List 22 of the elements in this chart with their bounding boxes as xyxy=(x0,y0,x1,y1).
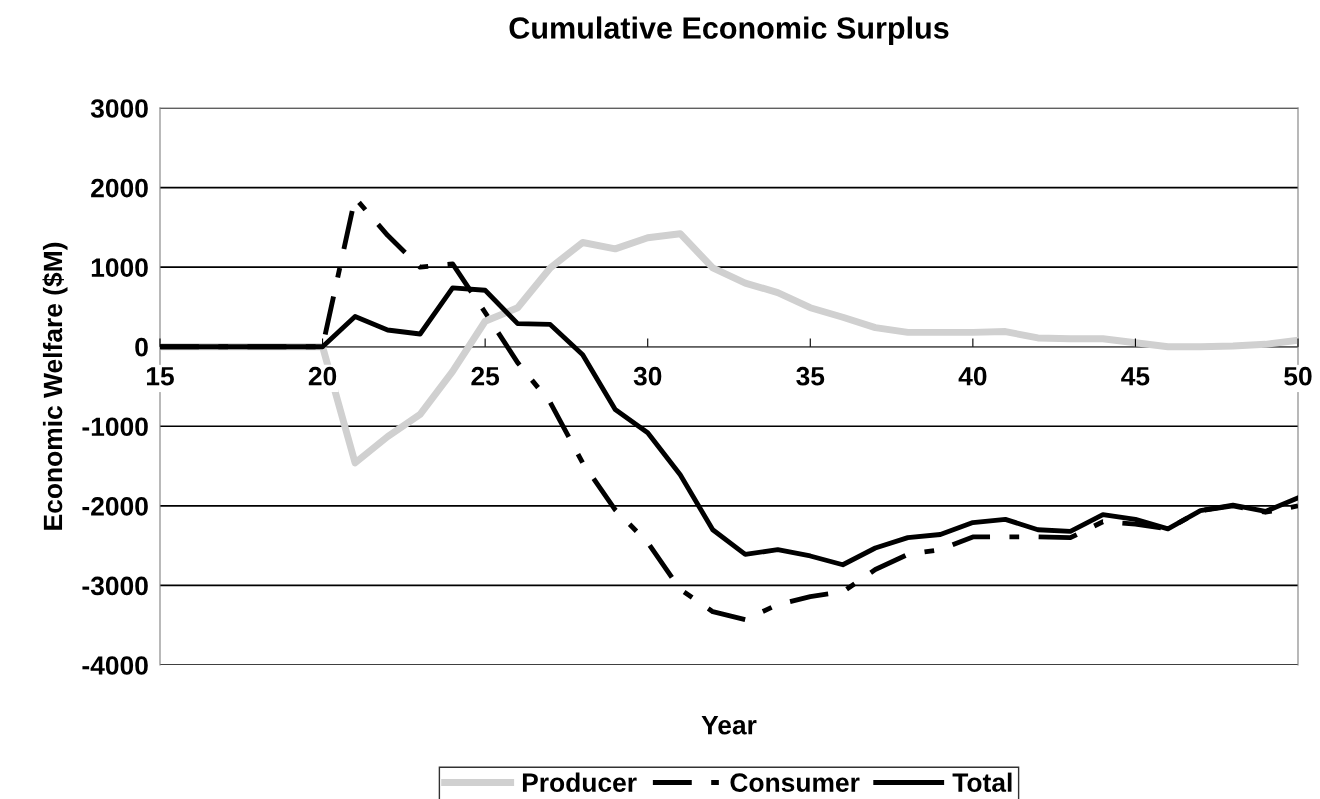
y-tick-label: 0 xyxy=(135,337,148,357)
x-tick-label: 15 xyxy=(146,367,174,386)
x-tick-label: 35 xyxy=(796,366,825,386)
y-tick-label: -3000 xyxy=(82,576,148,596)
y-tick-label: -1000 xyxy=(82,417,148,437)
x-tick-label: 50 xyxy=(1284,366,1312,386)
legend-label: Producer xyxy=(522,772,637,792)
x-tick-label: 20 xyxy=(308,366,337,386)
y-tick-label: 1000 xyxy=(91,258,148,277)
x-axis-title: Year xyxy=(701,716,757,735)
x-tick-label: 45 xyxy=(1121,367,1150,386)
y-tick-label: -2000 xyxy=(82,496,148,516)
chart-title: Cumulative Economic Surplus xyxy=(509,16,949,45)
y-tick-label: -4000 xyxy=(82,656,148,675)
legend-label: Total xyxy=(952,772,1012,792)
y-tick-label: 2000 xyxy=(91,178,148,198)
x-tick-label: 30 xyxy=(633,366,662,386)
x-tick-label: 25 xyxy=(471,366,500,386)
x-tick-label: 40 xyxy=(958,366,987,386)
y-tick-label: 3000 xyxy=(90,99,148,118)
legend-label: Consumer xyxy=(730,773,860,792)
y-axis-title: Economic Welfare ($M) xyxy=(42,242,68,530)
